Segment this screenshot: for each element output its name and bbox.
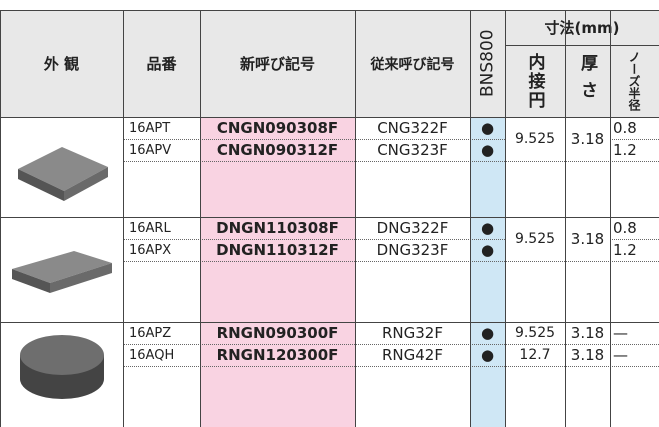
row-line bbox=[0, 322, 659, 323]
stock: ● bbox=[480, 219, 495, 237]
stock: ● bbox=[480, 119, 495, 137]
nose-radius: 0.8 bbox=[613, 219, 637, 237]
stock: ● bbox=[480, 346, 495, 364]
column-line bbox=[200, 10, 201, 427]
stock: ● bbox=[480, 324, 495, 342]
old-code: DNG323F bbox=[376, 241, 449, 259]
column-line bbox=[610, 10, 611, 427]
new-code: CNGN090308F bbox=[216, 119, 339, 137]
part-no: 16APV bbox=[129, 142, 172, 158]
row-divider bbox=[123, 239, 505, 240]
inscribed-circle: 9.525 bbox=[514, 325, 556, 341]
insert-round bbox=[20, 335, 104, 399]
header-dimensions: 寸法(mm) bbox=[544, 19, 620, 37]
row-divider bbox=[123, 261, 659, 262]
nose-radius: — bbox=[613, 346, 628, 364]
header-nose-radius: ノーズ半径 bbox=[627, 51, 641, 111]
header-appearance: 外 観 bbox=[43, 55, 80, 73]
header-new-code: 新呼び記号 bbox=[239, 55, 315, 73]
inscribed-circle: 12.7 bbox=[519, 347, 551, 363]
inscribed-circle: 9.525 bbox=[514, 231, 556, 247]
row-divider bbox=[123, 366, 659, 367]
row-line bbox=[0, 10, 659, 11]
column-line bbox=[470, 10, 471, 427]
old-code: DNG322F bbox=[376, 219, 449, 237]
column-line bbox=[123, 10, 124, 427]
header-grade: BNS800 bbox=[477, 29, 498, 98]
thickness: 3.18 bbox=[570, 324, 605, 342]
new-code: DNGN110308F bbox=[216, 219, 339, 237]
stock: ● bbox=[480, 141, 495, 159]
nose-radius: 1.2 bbox=[613, 241, 637, 259]
part-no: 16APX bbox=[129, 242, 172, 258]
thickness: 3.18 bbox=[570, 346, 605, 364]
row-divider bbox=[610, 139, 659, 140]
insert-diamond bbox=[12, 251, 112, 293]
nose-radius: 0.8 bbox=[613, 119, 637, 137]
new-code: CNGN090312F bbox=[216, 141, 339, 159]
header-thickness: 厚さ bbox=[577, 54, 597, 108]
old-code: RNG32F bbox=[382, 324, 443, 342]
column-line bbox=[505, 10, 506, 427]
old-code: CNG323F bbox=[377, 141, 448, 159]
row-divider bbox=[123, 161, 659, 162]
new-code-bg bbox=[200, 117, 355, 427]
new-code: DNGN110312F bbox=[216, 241, 339, 259]
header-part-no: 品番 bbox=[146, 55, 177, 73]
thickness: 3.18 bbox=[570, 230, 605, 248]
header-bg bbox=[0, 10, 659, 117]
row-line bbox=[0, 117, 659, 118]
insert-images bbox=[12, 147, 112, 399]
part-no: 16AQH bbox=[129, 347, 175, 363]
grade-bg bbox=[470, 117, 505, 427]
row-divider bbox=[123, 139, 505, 140]
insert-square bbox=[18, 147, 108, 201]
old-code: CNG322F bbox=[377, 119, 448, 137]
column-line bbox=[355, 10, 356, 427]
new-code: RNGN090300F bbox=[216, 324, 339, 342]
nose-radius: — bbox=[613, 324, 628, 342]
part-no: 16APZ bbox=[129, 325, 172, 341]
part-no: 16APT bbox=[129, 120, 171, 136]
part-no: 16ARL bbox=[129, 220, 171, 236]
thickness: 3.18 bbox=[570, 130, 605, 148]
header-inscribed-circle: 内接円 bbox=[524, 52, 545, 110]
row-divider bbox=[123, 344, 659, 345]
new-code: RNGN120300F bbox=[216, 346, 339, 364]
inscribed-circle: 9.525 bbox=[514, 131, 556, 147]
row-line bbox=[505, 45, 659, 46]
column-line bbox=[0, 10, 1, 427]
row-line bbox=[0, 217, 659, 218]
old-code: RNG42F bbox=[382, 346, 443, 364]
stock: ● bbox=[480, 241, 495, 259]
row-divider bbox=[610, 239, 659, 240]
header-old-code: 従来呼び記号 bbox=[370, 56, 455, 73]
column-line bbox=[565, 10, 566, 427]
nose-radius: 1.2 bbox=[613, 141, 637, 159]
